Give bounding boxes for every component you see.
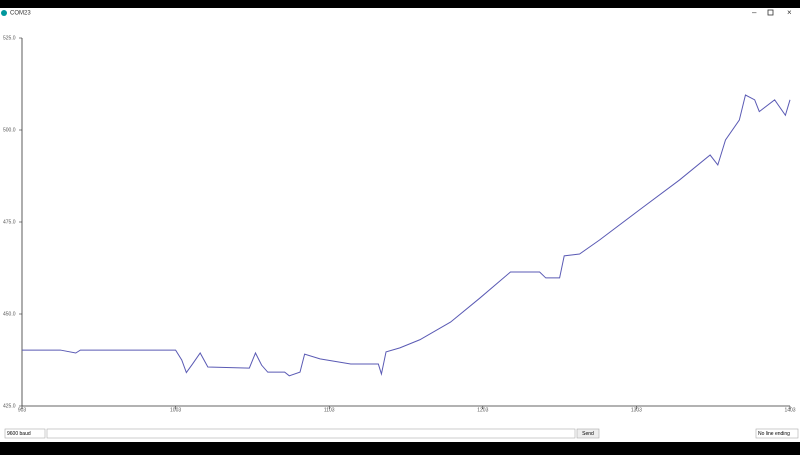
app-icon bbox=[1, 10, 7, 16]
x-tick-label: 1403 bbox=[784, 407, 795, 413]
window-body bbox=[0, 8, 800, 442]
baud-select[interactable] bbox=[4, 428, 46, 439]
line-ending-label: No line ending bbox=[758, 431, 790, 437]
top-strip bbox=[0, 0, 800, 8]
y-tick-label: 425.0 bbox=[3, 403, 16, 409]
bottom-strip bbox=[0, 442, 800, 450]
y-tick-label: 525.0 bbox=[3, 35, 16, 41]
data-line bbox=[22, 94, 791, 377]
send-label: Send bbox=[582, 431, 594, 437]
x-tick-label: 1103 bbox=[324, 407, 335, 413]
x-tick-label: 1303 bbox=[631, 407, 642, 413]
y-tick-label: 450.0 bbox=[3, 311, 16, 317]
minimize[interactable]: – bbox=[752, 8, 757, 17]
restore[interactable] bbox=[767, 9, 774, 16]
x-tick-label: 903 bbox=[18, 407, 27, 413]
line-ending-select[interactable] bbox=[755, 428, 799, 439]
x-tick-label: 1203 bbox=[477, 407, 488, 413]
close[interactable]: × bbox=[787, 8, 792, 17]
send-button[interactable] bbox=[576, 428, 600, 439]
baud-label: 9600 baud bbox=[7, 431, 31, 437]
x-tick-label: 1003 bbox=[170, 407, 181, 413]
y-tick-label: 500.0 bbox=[3, 127, 16, 133]
y-tick-label: 475.0 bbox=[3, 219, 16, 225]
window-title: COM23 bbox=[10, 11, 31, 17]
input-field[interactable] bbox=[46, 428, 576, 439]
